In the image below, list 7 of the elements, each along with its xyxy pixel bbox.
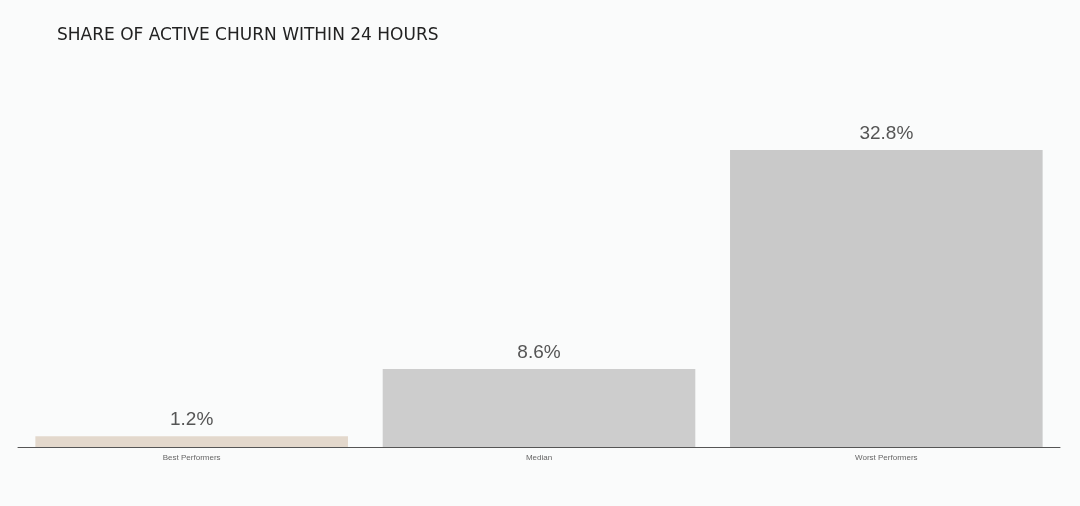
chart-title: SHARE OF ACTIVE CHURN WITHIN 24 HOURS bbox=[57, 23, 439, 44]
x-tick-label: Best Performers bbox=[162, 452, 221, 462]
data-label: 32.8% bbox=[859, 121, 914, 143]
x-tick-label: Median bbox=[525, 452, 553, 462]
data-label: 1.2% bbox=[170, 408, 214, 430]
data-label: 8.6% bbox=[517, 341, 561, 363]
x-tick-label: Worst Performers bbox=[855, 452, 918, 462]
